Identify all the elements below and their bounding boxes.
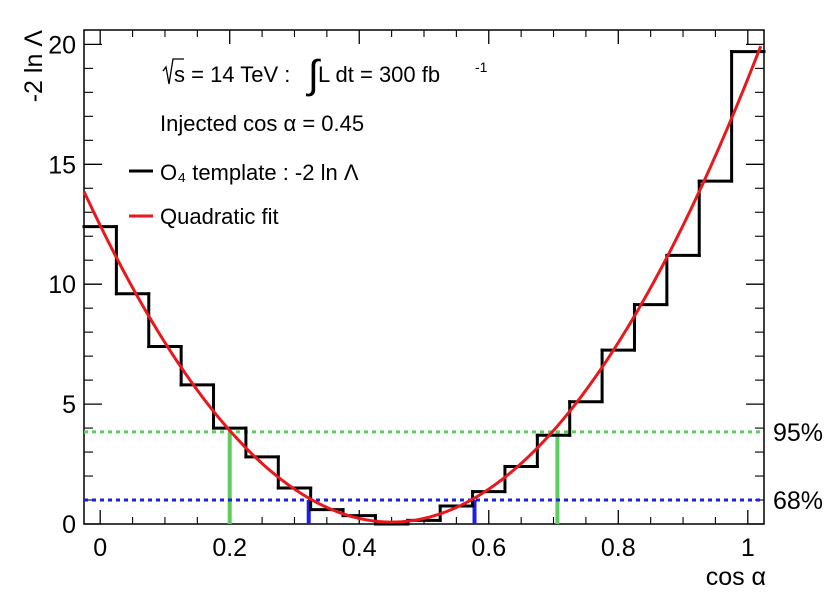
x-axis-title: cos α <box>706 563 766 591</box>
confidence-levels: 95% 68% <box>84 419 823 524</box>
energy-prefix: s = 14 TeV : <box>174 62 290 87</box>
x-tick-label: 1 <box>741 534 755 562</box>
injected-annotation: Injected cos α = 0.45 <box>160 111 364 136</box>
legend-label-template: O₄ template : -2 ln Λ <box>160 160 359 185</box>
integral-symbol: ∫ <box>306 53 322 97</box>
x-tick-label: 0 <box>93 534 107 562</box>
x-tick-label: 0.8 <box>601 534 636 562</box>
level-label: 95% <box>773 419 823 447</box>
plot-frame <box>83 29 765 525</box>
fit-curve <box>82 45 763 524</box>
legend-label-fit: Quadratic fit <box>160 204 279 229</box>
x-tick-label: 0.6 <box>471 534 506 562</box>
y-tick-label: 20 <box>48 31 76 59</box>
level-label: 68% <box>773 487 823 515</box>
y-tick-label: 15 <box>48 151 76 179</box>
energy-lumi: L dt = 300 fb <box>318 62 440 87</box>
energy-superscript: -1 <box>475 59 488 75</box>
quadratic-fit <box>82 45 763 524</box>
sqrt-symbol <box>162 58 184 85</box>
legend: O₄ template : -2 ln Λ Quadratic fit <box>129 160 359 229</box>
y-tick-label: 0 <box>62 511 76 539</box>
y-tick-label: 10 <box>48 271 76 299</box>
y-axis-title: -2 ln Λ <box>20 30 48 103</box>
x-tick-label: 0.2 <box>212 534 247 562</box>
y-tick-label: 5 <box>62 391 76 419</box>
x-tick-label: 0.4 <box>342 534 377 562</box>
energy-annotation: s = 14 TeV : ∫ L dt = 300 fb -1 <box>162 53 488 97</box>
